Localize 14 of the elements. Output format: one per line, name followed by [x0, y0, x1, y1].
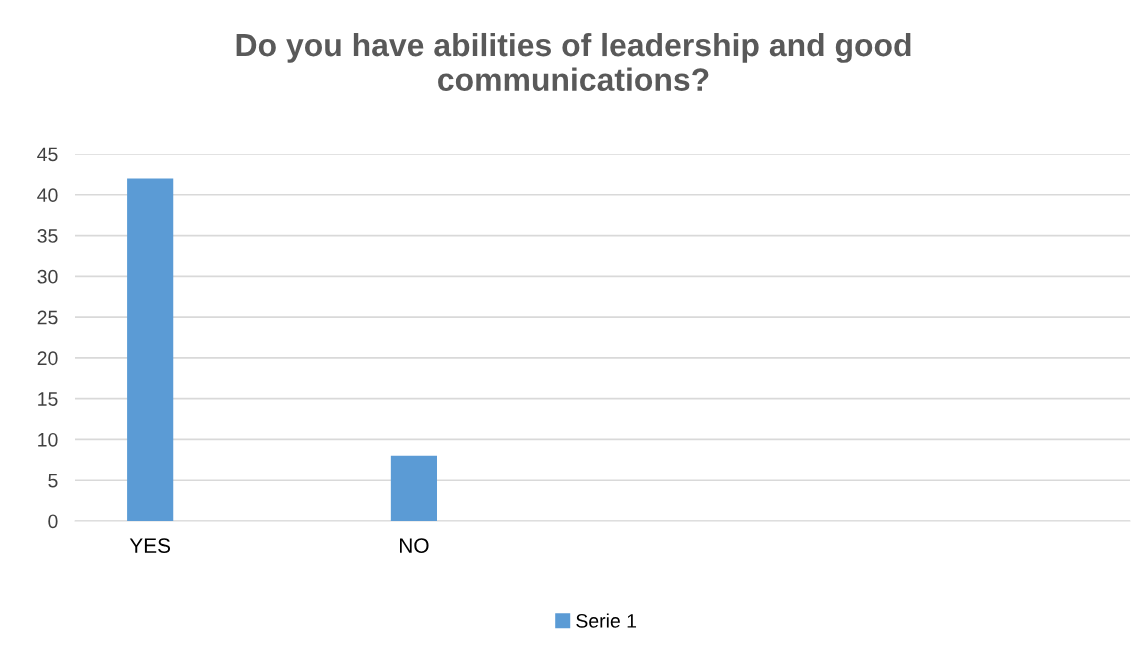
legend-label: Serie 1: [576, 613, 637, 628]
y-tick-label: 5: [48, 473, 58, 488]
x-tick-label: NO: [400, 538, 429, 553]
y-tick-label: 45: [37, 147, 58, 162]
x-tick-label: YES: [129, 538, 171, 553]
y-tick-label: 15: [38, 392, 58, 406]
y-tick-label: 0: [48, 514, 58, 529]
y-tick-label: 25: [37, 310, 58, 325]
y-tick-label: 20: [37, 351, 58, 366]
chart-title: Do you have abilities of leadership and good communications?: [236, 32, 911, 91]
y-tick-label: 30: [37, 269, 58, 284]
y-tick-label: 35: [37, 229, 58, 243]
y-tick-label: 10: [38, 432, 58, 447]
y-tick-label: 40: [37, 188, 58, 203]
